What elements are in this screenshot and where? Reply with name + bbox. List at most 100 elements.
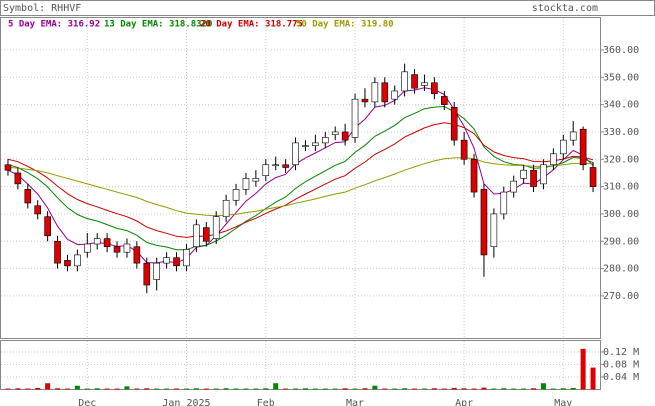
volume-bar — [372, 385, 378, 390]
volume-bar — [451, 387, 457, 390]
volume-bar — [183, 388, 189, 390]
candle-body — [262, 164, 270, 176]
y-tick-label: 270.00 — [603, 291, 639, 302]
candle-body — [312, 142, 319, 146]
candle-body — [421, 82, 428, 86]
x-tick-label: Dec — [78, 398, 96, 406]
candle-body — [113, 246, 121, 253]
volume-bar — [590, 367, 596, 390]
candle-body — [470, 158, 478, 193]
candle-body — [133, 246, 141, 264]
volume-bar — [362, 388, 368, 390]
y-tick-label: 0.12 M — [603, 347, 639, 358]
volume-bar — [15, 388, 21, 390]
volume-bar — [35, 387, 41, 390]
candle-body — [103, 238, 111, 248]
volume-bar — [64, 388, 70, 390]
candle-body — [530, 169, 537, 187]
candle-body — [440, 96, 448, 105]
volume-bar — [461, 388, 467, 390]
x-tick-label: Mar — [346, 398, 364, 406]
candle-body — [14, 172, 22, 185]
volume-bar — [94, 388, 100, 390]
ema-line — [7, 157, 594, 217]
x-tick-label: Apr — [455, 398, 473, 406]
volume-bar — [511, 388, 517, 390]
volume-bar — [134, 388, 140, 390]
candle-body — [450, 107, 458, 141]
site: stockta.com — [532, 3, 598, 14]
candle-body — [4, 164, 12, 171]
candle-body — [460, 139, 468, 160]
volume-bar — [104, 388, 110, 390]
volume-bar — [154, 388, 160, 390]
volume-bar — [144, 388, 150, 390]
volume-bar — [302, 388, 308, 390]
volume-bar — [273, 383, 279, 390]
legend-entry: 20 Day EMA: 318.775 — [200, 20, 303, 30]
candle-body — [490, 213, 498, 248]
volume-bar — [74, 385, 80, 390]
volume-bar — [521, 388, 527, 390]
y-tick-label: 0.08 M — [603, 359, 639, 370]
volume-bar — [402, 388, 408, 390]
volume-bar — [412, 388, 418, 390]
volume-bar — [531, 388, 537, 390]
volume-bar — [580, 348, 586, 390]
volume-bar — [352, 388, 358, 390]
volume-bar — [114, 388, 120, 390]
candle-body — [341, 131, 349, 141]
candle-body — [163, 257, 170, 264]
volume-bar — [193, 388, 199, 390]
candle-body — [272, 164, 280, 167]
y-tick-label: 310.00 — [603, 182, 639, 193]
volume-bar — [382, 388, 388, 390]
volume-bar — [322, 388, 328, 390]
candle-body — [212, 216, 220, 239]
candle-body — [361, 98, 369, 103]
candle-body — [83, 243, 91, 253]
candle-body — [579, 128, 587, 166]
candle-body — [381, 82, 389, 103]
volume-frame — [0, 340, 601, 390]
candle-body — [391, 90, 399, 100]
volume-bar — [481, 387, 487, 390]
candle-body — [540, 164, 547, 185]
legend-entry: 5 Day EMA: 316.92 — [8, 20, 100, 30]
candle-body — [153, 262, 161, 280]
candle-body — [500, 191, 508, 215]
ema-line — [7, 105, 594, 251]
volume-bar — [84, 388, 90, 390]
x-tick-label: May — [554, 398, 572, 406]
ema-line — [7, 122, 594, 238]
volume-bar — [203, 388, 209, 390]
candle-body — [252, 178, 260, 182]
volume-bar — [312, 388, 318, 390]
volume-bar — [431, 388, 437, 390]
candle-body — [302, 145, 309, 147]
candle-body — [123, 243, 131, 253]
candle-body — [64, 260, 71, 267]
candle-body — [401, 71, 408, 92]
volume-bar — [283, 388, 289, 390]
candle-body — [54, 240, 61, 264]
candle-body — [74, 254, 81, 267]
volume-bar — [253, 388, 259, 390]
legend-entry: 50 Day EMA: 319.80 — [296, 20, 394, 30]
y-tick-label: 300.00 — [603, 209, 639, 220]
volume-bar — [174, 388, 180, 390]
y-tick-label: 280.00 — [603, 264, 639, 275]
volume-bar — [491, 388, 497, 390]
volume-bar — [550, 388, 556, 390]
volume-bar — [570, 387, 576, 390]
y-tick-label: 0.04 M — [603, 372, 639, 383]
candle-body — [93, 238, 101, 245]
candle-body — [569, 131, 577, 141]
volume-bar — [243, 388, 249, 390]
candle-body — [411, 74, 418, 89]
volume-bar — [223, 388, 229, 390]
candle-body — [242, 178, 250, 190]
candle-body — [183, 249, 190, 267]
